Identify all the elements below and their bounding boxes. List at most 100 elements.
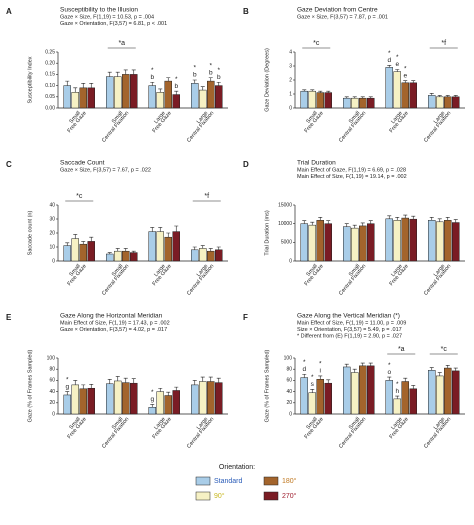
error-bar — [344, 223, 349, 227]
error-bar — [200, 376, 205, 382]
error-bar — [437, 95, 442, 97]
error-bar — [395, 69, 400, 72]
significance-mark: * — [404, 65, 407, 72]
bar — [359, 225, 367, 262]
bar — [87, 241, 95, 262]
error-bar — [150, 404, 155, 408]
error-bar — [174, 225, 179, 232]
significance-mark: * — [303, 359, 306, 366]
y-tick-label: 10000 — [278, 221, 292, 227]
error-bar — [81, 384, 86, 389]
significance-mark: b — [209, 69, 213, 76]
bar — [300, 223, 308, 262]
legend-label: 90° — [214, 492, 225, 500]
bar — [172, 94, 180, 109]
y-tick-label: 0.10 — [45, 83, 55, 89]
y-tick-label: 100 — [47, 355, 56, 361]
significance-mark: * — [388, 50, 391, 57]
y-tick-label: 20 — [286, 400, 292, 406]
chart-title: Gaze Along the Horizontal Meridian — [60, 313, 163, 320]
bar — [71, 92, 79, 109]
error-bar — [131, 69, 136, 75]
chart-title: Susceptibility to the Illusion — [60, 7, 138, 14]
error-bar — [123, 377, 128, 383]
significance-mark: *c — [76, 193, 83, 200]
bar — [87, 87, 95, 109]
error-bar — [352, 224, 357, 229]
error-bar — [174, 90, 179, 95]
error-bar — [453, 95, 458, 97]
significance-mark: *f — [204, 193, 209, 200]
error-bar — [318, 217, 323, 221]
significance-mark: * — [311, 374, 314, 381]
bar — [393, 71, 401, 109]
error-bar — [166, 232, 171, 238]
error-bar — [65, 391, 70, 395]
error-bar — [107, 252, 112, 254]
bar — [409, 82, 417, 109]
error-bar — [123, 248, 128, 252]
bar — [148, 407, 156, 415]
error-bar — [429, 367, 434, 371]
bar — [444, 367, 452, 415]
bar — [79, 87, 87, 109]
panel-letter: E — [6, 313, 12, 322]
y-axis-label: Susceptibility Index — [27, 56, 33, 103]
error-bar — [437, 218, 442, 222]
error-bar — [403, 214, 408, 219]
error-bar — [107, 378, 112, 384]
y-tick-label: 2 — [289, 77, 292, 83]
error-bar — [192, 79, 197, 84]
bar — [114, 76, 122, 109]
significance-mark: * — [193, 65, 196, 72]
y-tick-label: 0.05 — [45, 94, 55, 100]
bar — [130, 252, 138, 262]
bar — [436, 375, 444, 415]
significance-mark: g — [65, 383, 69, 390]
error-bar — [81, 83, 86, 88]
significance-mark: * — [388, 362, 391, 369]
legend-title: Orientation: — [219, 464, 255, 471]
significance-mark: s — [311, 381, 315, 388]
error-bar — [65, 80, 70, 86]
bar — [393, 220, 401, 262]
error-bar — [429, 217, 434, 221]
error-bar — [368, 362, 373, 366]
error-bar — [200, 86, 205, 91]
significance-mark: * — [175, 76, 178, 83]
bar — [71, 238, 79, 262]
y-tick-label: 20 — [49, 400, 55, 406]
bar — [207, 250, 215, 262]
significance-mark: h — [395, 388, 399, 395]
bar — [452, 96, 460, 109]
significance-mark: *c — [313, 40, 320, 47]
bar — [351, 97, 359, 109]
significance-mark: * — [66, 376, 69, 383]
bar — [148, 231, 156, 262]
error-bar — [326, 379, 331, 384]
error-bar — [395, 217, 400, 221]
error-bar — [326, 220, 331, 224]
bar — [385, 218, 393, 262]
error-bar — [411, 385, 416, 389]
bar — [156, 391, 164, 415]
bar — [385, 67, 393, 109]
error-bar — [453, 219, 458, 223]
bar — [444, 220, 452, 262]
bar — [215, 249, 223, 262]
error-bar — [352, 368, 357, 373]
significance-mark: e — [395, 61, 399, 68]
significance-mark: * — [217, 67, 220, 74]
chart-subtitle: Gaze × Orientation, F(3,57) = 6.81, p < … — [60, 21, 167, 27]
bar — [324, 382, 332, 415]
bar — [324, 223, 332, 262]
error-bar — [445, 95, 450, 97]
bar — [172, 231, 180, 262]
bar — [452, 222, 460, 262]
bar — [351, 372, 359, 415]
bar — [428, 95, 436, 109]
error-bar — [411, 80, 416, 83]
bar — [106, 253, 114, 262]
chart-subtitle: Gaze × Size, F(3,57) = 7.67, p = .022 — [60, 167, 151, 173]
